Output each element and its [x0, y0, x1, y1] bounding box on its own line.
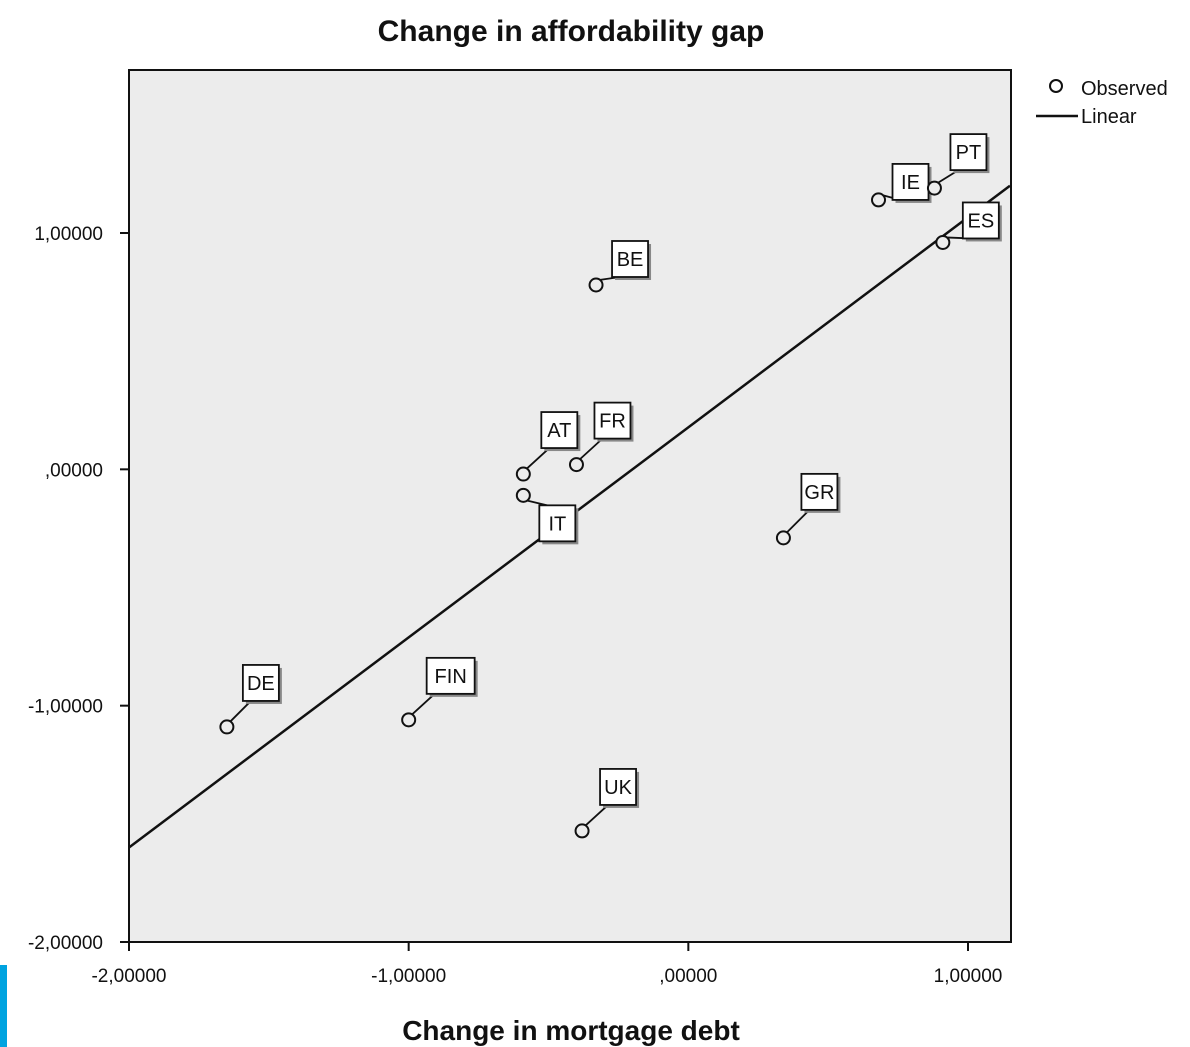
point-label: FR	[599, 411, 626, 433]
point-marker	[574, 823, 590, 839]
x-tick-label: -2,00000	[91, 966, 166, 987]
point-leader-line	[525, 447, 550, 470]
data-point-be: BE	[588, 240, 652, 293]
point-label: GR	[804, 482, 834, 504]
y-tick-label: 1,00000	[34, 224, 103, 245]
legend-observed-marker	[1049, 79, 1063, 93]
data-point-fin: FIN	[401, 656, 478, 728]
point-marker	[568, 457, 584, 473]
point-label: IT	[548, 513, 566, 535]
accent-bar	[0, 965, 7, 1047]
point-label-box	[961, 201, 1000, 240]
point-label-box	[891, 163, 930, 201]
point-label: AT	[547, 420, 571, 442]
data-point-it: IT	[515, 487, 579, 545]
data-point-ie: IE	[871, 163, 932, 208]
y-tick-label: ,00000	[45, 460, 103, 481]
axes: -2,00000 -1,00000 ,00000 1,00000 -2,00000 -1,…	[28, 224, 1002, 987]
x-tick-label: 1,00000	[934, 966, 1003, 987]
point-label: UK	[604, 777, 632, 799]
point-leader-line	[785, 509, 811, 534]
point-label: BE	[617, 249, 644, 271]
point-label-box	[425, 656, 476, 695]
point-label: ES	[967, 210, 994, 232]
data-point-de: DE	[219, 664, 282, 735]
point-leader-line	[229, 700, 252, 723]
legend: Observed Linear	[1036, 78, 1168, 128]
point-label-box	[800, 472, 839, 511]
data-points: DE FIN UK AT IT FR BE GR IE PT ES	[219, 133, 1002, 839]
y-tick-label: -1,00000	[28, 697, 103, 718]
chart-title: Change in affordability gap	[378, 15, 765, 48]
x-tick-label: -1,00000	[371, 966, 446, 987]
data-point-pt: PT	[926, 133, 990, 196]
point-label-box	[599, 768, 637, 806]
point-label: PT	[956, 142, 982, 164]
point-marker	[871, 192, 887, 208]
point-label-box	[611, 240, 649, 278]
point-label-box	[593, 401, 632, 440]
point-marker	[515, 487, 531, 503]
y-tick-label: -2,00000	[28, 933, 103, 954]
legend-linear-label: Linear	[1081, 106, 1137, 128]
point-label: IE	[901, 172, 920, 194]
x-tick-label: ,00000	[659, 966, 717, 987]
point-marker	[219, 719, 235, 735]
legend-observed-label: Observed	[1081, 78, 1168, 100]
point-label-box	[538, 504, 577, 543]
point-marker	[926, 180, 942, 196]
data-point-gr: GR	[775, 472, 841, 546]
data-point-uk: UK	[574, 768, 640, 839]
x-axis-label: Change in mortgage debt	[402, 1015, 740, 1046]
point-marker	[935, 234, 951, 250]
point-marker	[775, 530, 791, 546]
point-label: FIN	[435, 666, 467, 688]
point-marker	[515, 466, 531, 482]
point-label-box	[540, 411, 579, 449]
point-leader-line	[411, 693, 436, 716]
point-label-box	[949, 133, 988, 171]
point-leader-line	[584, 804, 609, 827]
point-label-box	[241, 664, 280, 702]
data-point-es: ES	[935, 201, 1002, 250]
point-marker	[401, 712, 417, 728]
point-label: DE	[247, 673, 275, 695]
point-leader-line	[578, 437, 604, 461]
data-point-at: AT	[515, 411, 581, 482]
point-marker	[588, 277, 604, 293]
data-point-fr: FR	[568, 401, 634, 473]
